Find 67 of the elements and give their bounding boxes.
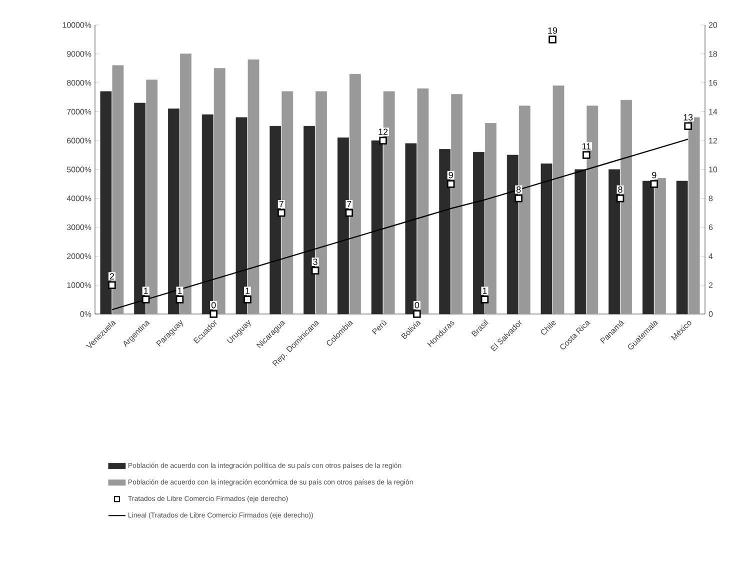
point (616, 194, 624, 202)
data-label: 12 (378, 128, 388, 135)
bar (654, 178, 666, 314)
bar (248, 59, 260, 314)
bar (180, 54, 192, 314)
data-label: 0 (211, 302, 216, 308)
bar (214, 68, 226, 314)
data-label: 19 (548, 27, 558, 34)
point (142, 296, 150, 304)
bar (112, 65, 124, 314)
point (176, 296, 184, 304)
point (278, 208, 286, 217)
bar (473, 152, 484, 314)
bar (552, 85, 564, 314)
bar (100, 91, 112, 314)
point (108, 281, 116, 289)
bar (337, 138, 349, 314)
bar (349, 74, 361, 314)
bar (134, 102, 146, 314)
bar (485, 123, 496, 314)
bar (540, 164, 552, 314)
data-label: 13 (684, 114, 693, 120)
bar (620, 100, 632, 314)
point (582, 151, 590, 159)
data-label: 8 (618, 186, 622, 193)
bar (282, 91, 294, 314)
data-label: 1 (246, 288, 250, 294)
point (480, 296, 489, 304)
bar (506, 154, 518, 314)
data-label: 1 (144, 288, 148, 294)
bar (316, 91, 327, 314)
point (684, 122, 692, 130)
bar (304, 126, 315, 314)
bar (236, 117, 248, 314)
data-label: 9 (448, 172, 453, 178)
point (413, 310, 421, 318)
bar (439, 149, 451, 314)
bar (371, 140, 383, 314)
data-label: 1 (482, 288, 487, 294)
bar (451, 94, 463, 314)
data-label: 3 (313, 258, 318, 265)
data-label: 1 (178, 288, 182, 294)
point (446, 180, 455, 188)
point (514, 194, 523, 202)
data-label: 2 (110, 273, 114, 280)
bar (608, 169, 620, 314)
bar (642, 180, 654, 314)
bar (202, 114, 214, 314)
bar (518, 106, 530, 314)
point (379, 136, 387, 144)
bar (574, 169, 586, 314)
data-label: 7 (347, 201, 352, 208)
bar (270, 126, 282, 314)
point (548, 36, 556, 44)
data-label: 8 (516, 186, 521, 193)
data-label: 7 (279, 201, 284, 208)
point (345, 208, 354, 217)
point (650, 180, 658, 188)
data-label: 9 (652, 172, 656, 178)
point (210, 310, 218, 318)
point (311, 266, 320, 275)
data-label: 0 (414, 302, 420, 308)
bar (676, 180, 688, 314)
bar (168, 108, 180, 314)
data-label: 11 (582, 143, 591, 150)
bar (146, 80, 158, 314)
point (244, 296, 252, 304)
